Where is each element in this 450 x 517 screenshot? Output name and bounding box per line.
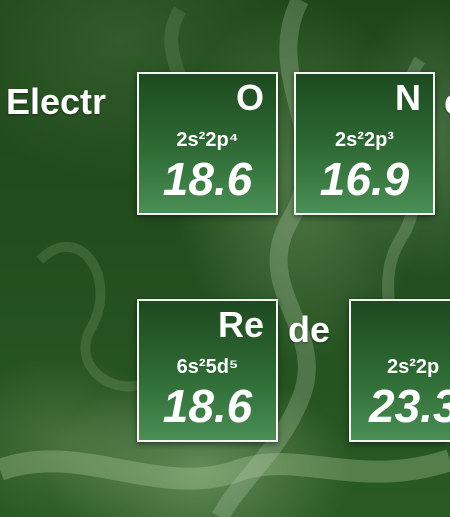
- heading-partial-right: e: [444, 84, 450, 120]
- electron-configuration: 2s²2p³: [335, 129, 394, 151]
- element-symbol: N: [395, 77, 421, 118]
- element-value: 18.6: [162, 153, 253, 205]
- element-tile-partial: 2s²2p 23.3: [349, 299, 450, 442]
- electron-configuration: 6s²5d⁵: [176, 356, 239, 378]
- element-tile-rhenium: Re 6s²5d⁵ 18.6: [137, 299, 278, 442]
- element-value: 23.3: [369, 380, 450, 432]
- element-value: 18.6: [162, 380, 253, 432]
- heading-de: de: [288, 309, 331, 350]
- element-tile-nitrogen: N 2s²2p³ 16.9: [294, 72, 435, 215]
- electron-configuration: 2s²2p⁴: [176, 129, 239, 151]
- element-symbol: Re: [217, 304, 264, 345]
- electron-configuration: 2s²2p: [387, 356, 440, 378]
- heading-electr: Electr: [6, 81, 107, 122]
- element-tile-oxygen: O 2s²2p⁴ 18.6: [137, 72, 278, 215]
- element-value: 16.9: [319, 153, 410, 205]
- element-symbol: O: [235, 77, 264, 118]
